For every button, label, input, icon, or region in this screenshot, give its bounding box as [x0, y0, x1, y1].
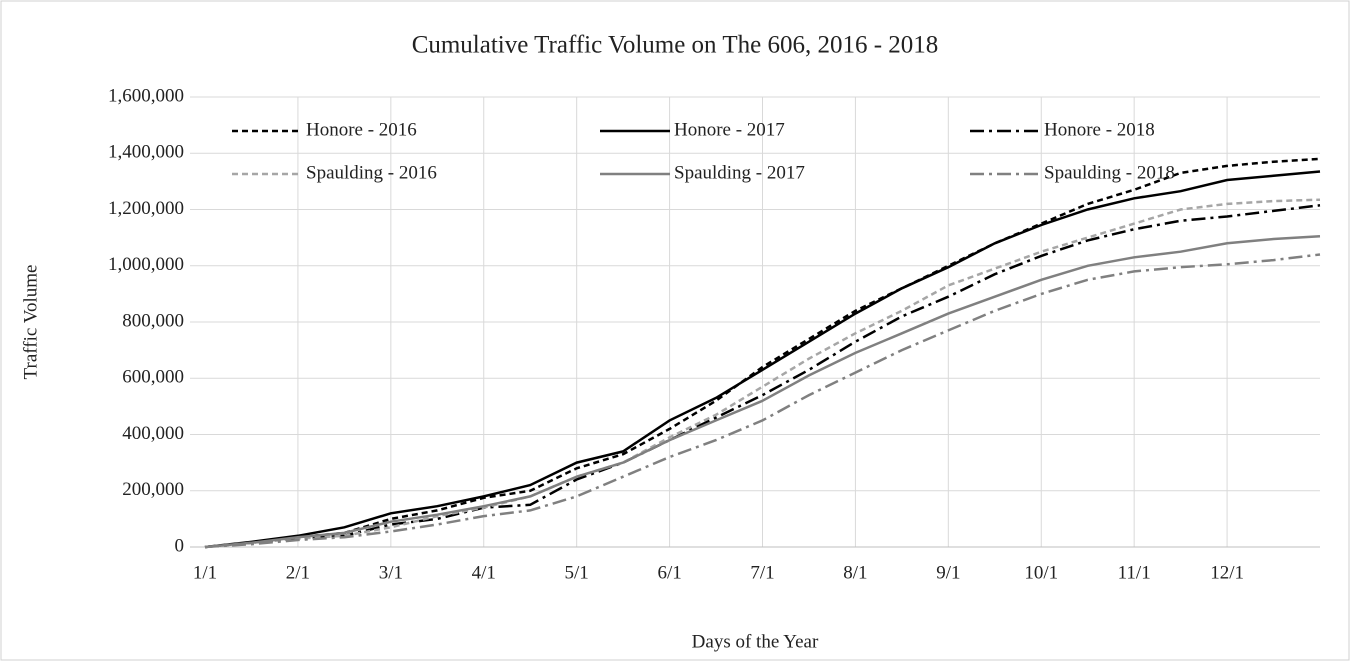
- legend-label: Honore - 2017: [674, 119, 785, 140]
- x-tick-label: 7/1: [750, 562, 774, 583]
- series-line: [204, 198, 1321, 549]
- x-tick-label: 1/1: [193, 562, 217, 583]
- chart-title: Cumulative Traffic Volume on The 606, 20…: [412, 32, 939, 59]
- series-line: [204, 253, 1321, 549]
- y-axis-title: Traffic Volume: [20, 265, 41, 380]
- legend-label: Spaulding - 2016: [306, 162, 437, 183]
- x-tick-label: 4/1: [472, 562, 496, 583]
- series-line: [204, 170, 1321, 549]
- x-tick-label: 6/1: [657, 562, 681, 583]
- y-tick-label: 1,000,000: [108, 254, 184, 275]
- x-tick-label: 2/1: [286, 562, 310, 583]
- y-tick-label: 1,400,000: [108, 142, 184, 163]
- y-tick-label: 1,600,000: [108, 85, 184, 106]
- y-tick-label: 200,000: [122, 479, 184, 500]
- x-tick-label: 9/1: [936, 562, 960, 583]
- y-tick-label: 600,000: [122, 367, 184, 388]
- x-tick-label: 8/1: [843, 562, 867, 583]
- legend-label: Spaulding - 2018: [1044, 162, 1175, 183]
- legend-label: Honore - 2016: [306, 119, 417, 140]
- x-tick-label: 5/1: [565, 562, 589, 583]
- y-tick-label: 0: [175, 535, 185, 556]
- x-tick-label: 3/1: [379, 562, 403, 583]
- legend-label: Spaulding - 2017: [674, 162, 805, 183]
- y-tick-label: 1,200,000: [108, 198, 184, 219]
- series-line: [204, 157, 1321, 549]
- y-tick-label: 400,000: [122, 423, 184, 444]
- series-line: [204, 234, 1321, 549]
- x-tick-label: 10/1: [1024, 562, 1058, 583]
- x-tick-label: 12/1: [1210, 562, 1244, 583]
- x-tick-label: 11/1: [1118, 562, 1151, 583]
- y-tick-label: 800,000: [122, 310, 184, 331]
- legend-label: Honore - 2018: [1044, 119, 1155, 140]
- x-axis-title: Days of the Year: [692, 631, 819, 652]
